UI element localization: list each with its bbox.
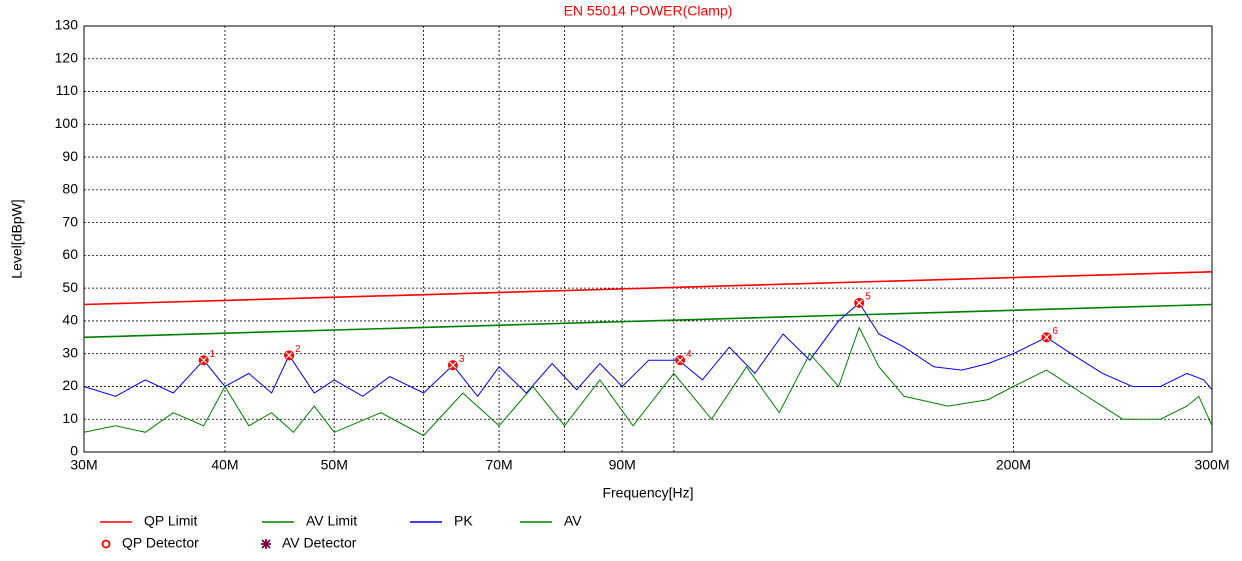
y-tick-label: 60	[62, 246, 78, 262]
legend-label: AV Limit	[306, 513, 357, 529]
legend-swatch	[101, 539, 111, 549]
y-tick-label: 120	[55, 49, 79, 65]
y-tick-label: 0	[70, 443, 78, 459]
series-line	[83, 303, 1213, 339]
y-tick-label: 90	[62, 148, 78, 164]
legend-swatch	[261, 539, 271, 549]
x-tick-label: 70M	[485, 457, 512, 473]
detector-cross	[676, 356, 684, 364]
series-line	[83, 302, 1213, 398]
detector-cross	[1043, 333, 1050, 341]
y-tick-label: 20	[62, 377, 78, 393]
y-tick-label: 50	[62, 279, 78, 295]
detector-label: 3	[459, 354, 465, 365]
x-tick-label: 200M	[996, 457, 1031, 473]
y-axis-label: Level[dBpW]	[9, 199, 25, 278]
y-tick-label: 110	[56, 82, 79, 98]
series-line	[83, 271, 1213, 306]
y-tick-label: 130	[55, 17, 79, 33]
x-tick-label: 30M	[70, 457, 97, 473]
detector-label: 6	[1053, 326, 1059, 337]
detector-label: 2	[295, 344, 301, 355]
y-tick-label: 80	[62, 181, 78, 197]
x-axis-label: Frequency[Hz]	[602, 485, 693, 501]
detector-label: 4	[686, 349, 692, 360]
legend-label: PK	[454, 513, 473, 529]
legend-label: AV	[564, 513, 582, 529]
x-tick-label: 40M	[211, 457, 238, 473]
detector-cross	[285, 351, 293, 359]
x-tick-label: 300M	[1194, 457, 1229, 473]
series-line	[83, 326, 1213, 437]
legend-label: QP Limit	[144, 513, 198, 529]
y-tick-label: 10	[62, 410, 78, 426]
legend-label: QP Detector	[122, 535, 199, 551]
detector-label: 5	[865, 292, 871, 303]
x-tick-label: 50M	[321, 457, 348, 473]
legend-label: AV Detector	[282, 535, 357, 551]
y-tick-label: 40	[62, 312, 78, 328]
plot-frame	[83, 25, 1213, 453]
detector-label: 1	[210, 349, 216, 360]
detector-cross	[200, 356, 208, 364]
detector-cross	[449, 361, 457, 369]
detector-cross	[855, 299, 863, 307]
chart-title: EN 55014 POWER(Clamp)	[564, 3, 733, 19]
x-tick-label: 90M	[609, 457, 636, 473]
y-tick-label: 70	[62, 213, 78, 229]
y-tick-label: 30	[62, 344, 78, 360]
y-tick-label: 100	[55, 115, 79, 131]
